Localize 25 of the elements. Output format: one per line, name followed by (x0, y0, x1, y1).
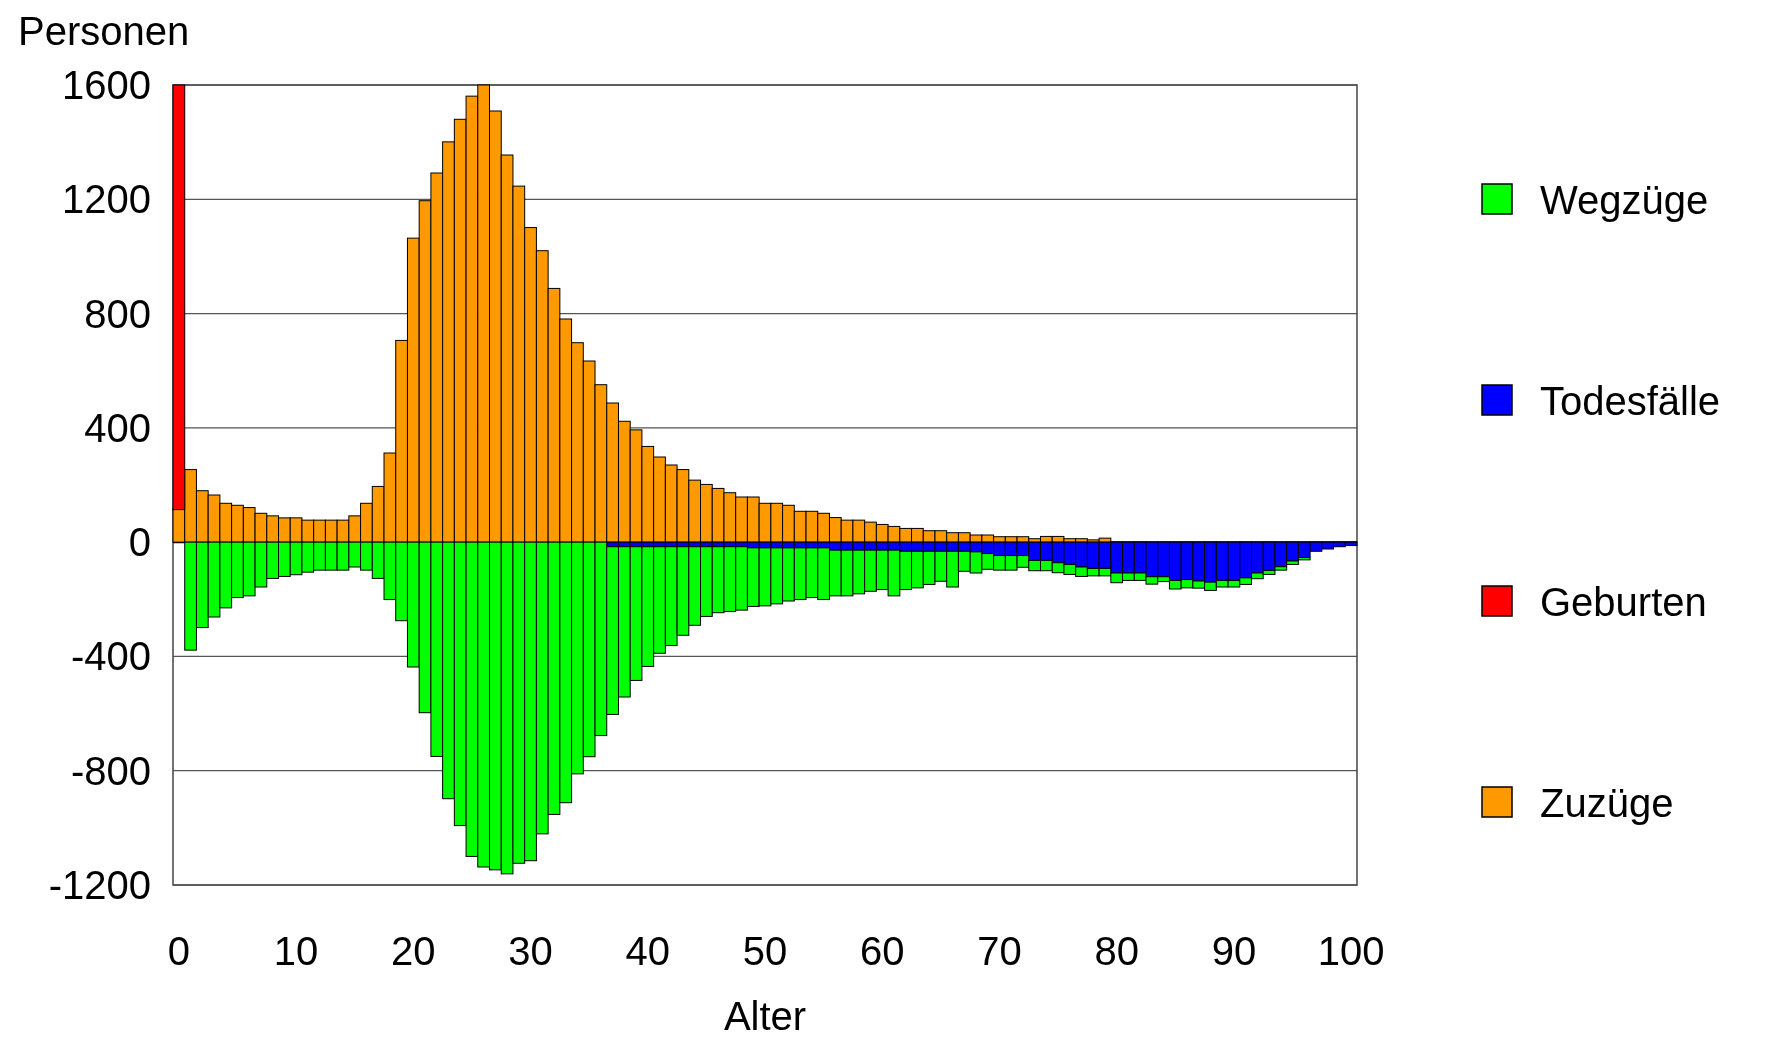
x-tick-label: 10 (273, 929, 319, 973)
x-tick-label: 0 (167, 929, 190, 973)
legend-label: Wegzüge (1540, 178, 1709, 222)
y-tick-label: 0 (128, 520, 151, 565)
x-tick-label: 30 (508, 929, 553, 973)
legend-label: Geburten (1540, 580, 1707, 624)
y-tick-label: -400 (70, 634, 151, 679)
y-tick-label: -800 (70, 748, 151, 793)
x-tick-label: 60 (859, 929, 905, 973)
y-tick-label: 1600 (62, 63, 151, 107)
y-tick-label: 800 (84, 291, 151, 336)
y-tick-label: -1200 (48, 863, 151, 907)
y-tick-label: 400 (84, 405, 151, 450)
x-tick-label: 100 (1317, 929, 1385, 973)
x-tick-label: 40 (625, 929, 671, 973)
x-tick-label: 20 (391, 929, 436, 973)
y-axis-title: Personen (18, 9, 190, 53)
legend-label: Zuzüge (1540, 781, 1674, 825)
x-tick-label: 80 (1094, 929, 1139, 973)
legend-label: Todesfälle (1540, 379, 1721, 423)
x-tick-label: 70 (977, 929, 1022, 973)
y-tick-label: 1200 (62, 177, 151, 222)
x-axis-title: Alter (723, 994, 807, 1038)
x-tick-label: 50 (742, 929, 788, 973)
x-tick-label: 90 (1211, 929, 1257, 973)
